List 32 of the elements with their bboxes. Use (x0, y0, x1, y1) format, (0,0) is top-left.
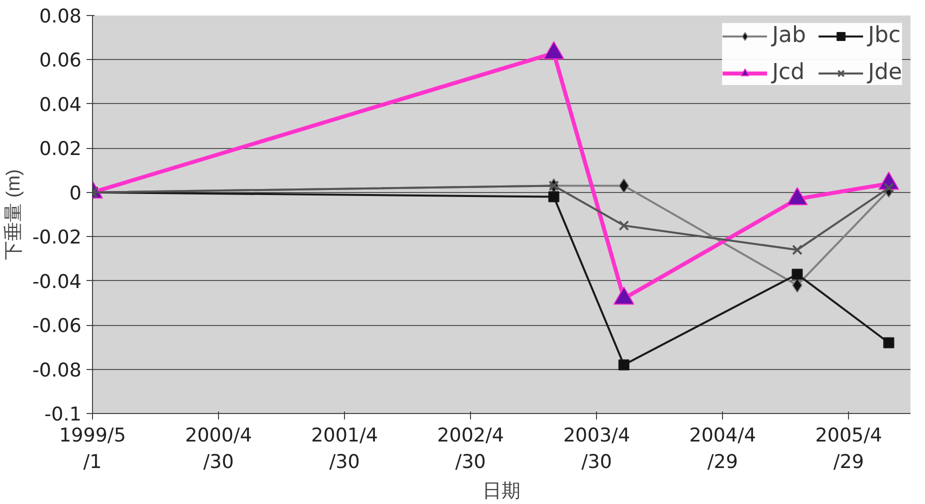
x-tick-label: 2005/4 /29 (815, 424, 882, 473)
legend-label: Jab (772, 23, 806, 48)
point (618, 359, 630, 370)
point (792, 244, 802, 256)
point (618, 220, 630, 231)
point (548, 191, 560, 202)
legend-label: Jde (868, 60, 902, 85)
legend-label: Jbc (868, 23, 901, 48)
y-tick-label: -0.1 (44, 404, 82, 426)
y-tick-label: -0.04 (32, 270, 82, 293)
y-tick-label: -0.06 (32, 315, 82, 338)
y-tick-label: 0 (69, 182, 82, 204)
x-tick-label: 2001/4 /30 (311, 424, 378, 473)
point (883, 337, 894, 348)
point (792, 268, 803, 280)
x-tick-label: 2004/4 /29 (689, 424, 756, 473)
point (884, 182, 894, 194)
x-tick-label: 2002/4 /30 (437, 424, 504, 473)
x-tick-label: 1999/5 /1 (59, 424, 126, 473)
point (548, 180, 560, 191)
y-tick-label: 0.04 (39, 94, 82, 116)
x-axis-title: 日期 (482, 480, 520, 502)
point (618, 178, 630, 194)
y-axis-title: 下垂量 (m) (3, 169, 24, 260)
y-tick-label: 0.02 (39, 138, 82, 160)
y-tick-label: -0.02 (32, 226, 82, 249)
y-tick-label: 0.08 (39, 6, 82, 28)
legend-label: Jcd (772, 60, 805, 85)
x-tick-label: 2000/4 /30 (185, 424, 252, 473)
y-tick-label: -0.08 (32, 359, 82, 382)
x-tick-label: 2003/4 /30 (563, 424, 630, 473)
y-tick-label: 0.06 (39, 50, 82, 72)
